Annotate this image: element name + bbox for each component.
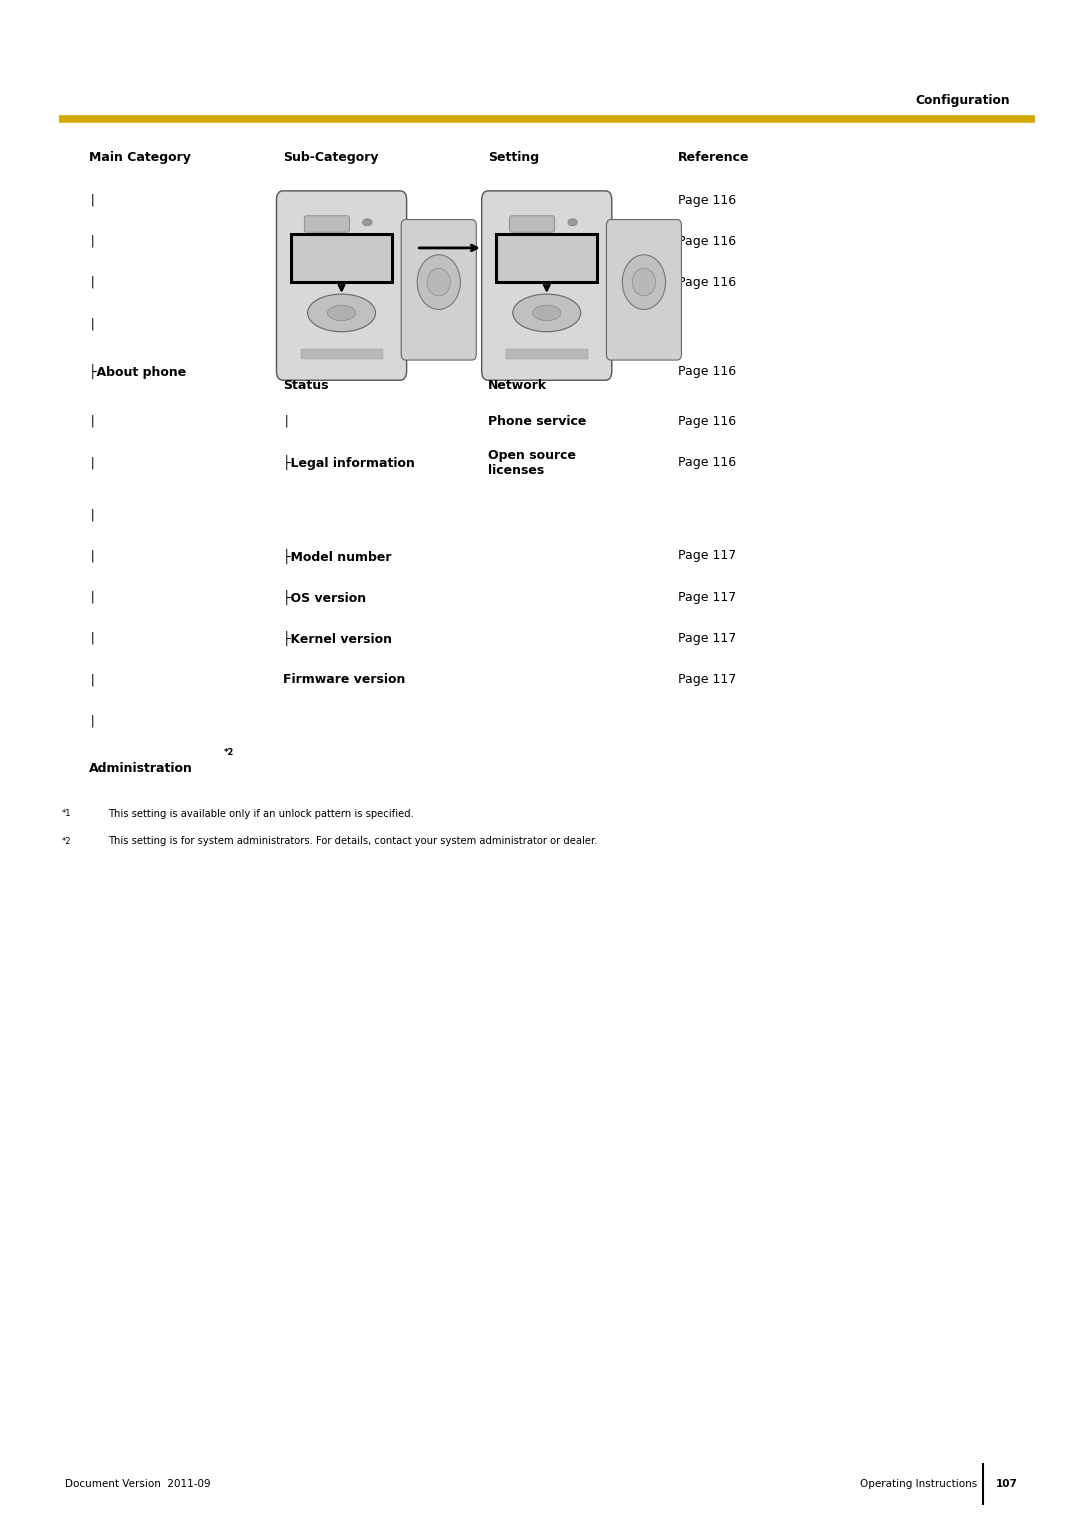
Text: Setting: Setting [488, 151, 539, 163]
Text: ├Kernel version: ├Kernel version [283, 631, 392, 646]
Text: Main Category: Main Category [89, 151, 190, 163]
Text: |: | [89, 591, 96, 603]
Text: Page 116: Page 116 [678, 235, 737, 247]
Text: Network: Network [488, 365, 548, 377]
Text: Network: Network [488, 379, 548, 392]
Bar [497, 234, 597, 282]
Text: ├About phone: ├About phone [89, 363, 186, 379]
Text: Configuration: Configuration [915, 95, 1010, 107]
Bar [300, 348, 382, 359]
Text: Page 117: Page 117 [678, 673, 737, 686]
Ellipse shape [622, 255, 665, 310]
Text: |: | [89, 632, 96, 644]
Text: ├Legal information: ├Legal information [283, 455, 415, 470]
Text: *1: *1 [62, 809, 71, 818]
Text: Page 116: Page 116 [678, 194, 737, 206]
Text: *2: *2 [62, 837, 71, 846]
Ellipse shape [417, 255, 460, 310]
Ellipse shape [568, 218, 577, 226]
Text: Page 117: Page 117 [678, 550, 737, 562]
Text: |: | [89, 276, 96, 289]
Text: Page 116: Page 116 [678, 457, 737, 469]
Text: Document Version  2011-09: Document Version 2011-09 [65, 1480, 211, 1489]
Bar [292, 234, 392, 282]
Text: 107: 107 [996, 1480, 1017, 1489]
Text: This setting is for system administrators. For details, contact your system admi: This setting is for system administrator… [108, 837, 597, 846]
Text: ├Set time: ├Set time [283, 192, 350, 208]
Ellipse shape [327, 305, 355, 321]
Text: |: | [89, 235, 96, 247]
Text: ct date format: ct date format [283, 276, 384, 289]
Ellipse shape [513, 295, 581, 331]
Text: |: | [89, 194, 96, 206]
Text: This setting is available only if an unlock pattern is specified.: This setting is available only if an unl… [108, 809, 414, 818]
Bar [497, 234, 597, 282]
Text: Administration: Administration [89, 762, 192, 774]
Ellipse shape [532, 305, 561, 321]
Text: |: | [89, 457, 96, 469]
Text: |: | [89, 415, 96, 428]
Text: Phone service: Phone service [488, 415, 586, 428]
Text: Firmware version: Firmware version [283, 673, 405, 686]
Ellipse shape [632, 269, 656, 296]
FancyBboxPatch shape [607, 220, 681, 360]
FancyBboxPatch shape [276, 191, 406, 380]
Bar [292, 234, 392, 282]
Bar [505, 348, 588, 359]
FancyBboxPatch shape [305, 215, 350, 232]
Text: |: | [89, 550, 96, 562]
Text: Page 116: Page 116 [678, 415, 737, 428]
Text: Page 116: Page 116 [678, 276, 737, 289]
Text: Operating Instructions: Operating Instructions [860, 1480, 977, 1489]
Ellipse shape [308, 295, 376, 331]
FancyBboxPatch shape [482, 191, 612, 380]
Text: Reference: Reference [678, 151, 750, 163]
Text: *2: *2 [224, 748, 234, 757]
Text: Open source
licenses: Open source licenses [488, 449, 576, 476]
Text: ├Model number: ├Model number [283, 548, 391, 563]
FancyBboxPatch shape [402, 220, 476, 360]
Ellipse shape [363, 218, 372, 226]
Text: Page 116: Page 116 [678, 365, 737, 377]
Text: |: | [89, 673, 96, 686]
Text: Status: Status [283, 365, 328, 377]
Text: |: | [283, 415, 291, 428]
FancyBboxPatch shape [510, 215, 555, 232]
Text: |: | [89, 318, 96, 330]
Text: |: | [89, 715, 96, 727]
Text: |: | [89, 508, 96, 521]
Text: Page 117: Page 117 [678, 591, 737, 603]
Text: Page 117: Page 117 [678, 632, 737, 644]
Text: 24-hour format: 24-hour format [283, 235, 390, 247]
Text: Status: Status [283, 379, 328, 392]
Text: ├OS version: ├OS version [283, 589, 366, 605]
Text: Sub-Category: Sub-Category [283, 151, 378, 163]
Ellipse shape [427, 269, 450, 296]
